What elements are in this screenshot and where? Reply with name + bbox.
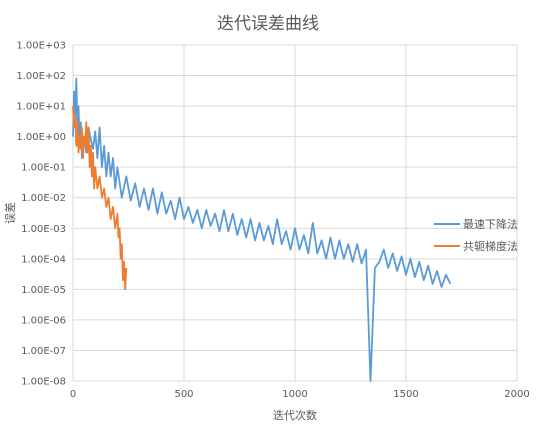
x-tick-label: 2000 <box>504 389 529 400</box>
y-tick-label: 1.00E-01 <box>21 163 66 174</box>
y-tick-label: 1.00E+03 <box>16 41 66 52</box>
x-tick-label: 1000 <box>282 389 307 400</box>
legend-label-steepest-descent: 最速下降法 <box>463 217 518 231</box>
y-tick-label: 1.00E-08 <box>21 377 66 388</box>
x-tick-label: 0 <box>70 389 76 400</box>
plot-area <box>72 77 452 382</box>
y-tick-label: 1.00E+00 <box>16 132 66 143</box>
y-tick-label: 1.00E-07 <box>21 346 66 357</box>
grid <box>72 44 518 382</box>
x-axis-label: 迭代次数 <box>273 408 317 422</box>
x-tick-label: 1500 <box>393 389 418 400</box>
y-axis-label: 误差 <box>3 202 17 224</box>
axes: 1.00E+03 1.00E+02 1.00E+01 1.00E+00 1.00E-01… <box>16 41 529 401</box>
chart-title: 迭代误差曲线 <box>217 14 319 34</box>
legend-label-conjugate-gradient: 共轭梯度法 <box>463 239 518 253</box>
y-tick-label: 1.00E-02 <box>21 193 66 204</box>
y-tick-label: 1.00E+01 <box>16 102 66 113</box>
y-tick-label: 1.00E-04 <box>21 254 66 265</box>
series-line-steepest-descent <box>72 77 452 382</box>
y-tick-label: 1.00E-06 <box>21 315 66 326</box>
series-line-conjugate-gradient <box>72 106 128 291</box>
y-tick-label: 1.00E-03 <box>21 224 66 235</box>
x-tick-label: 500 <box>174 389 193 400</box>
legend: 最速下降法 共轭梯度法 <box>434 217 518 253</box>
y-tick-label: 1.00E-05 <box>21 285 66 296</box>
y-tick-label: 1.00E+02 <box>16 71 66 82</box>
